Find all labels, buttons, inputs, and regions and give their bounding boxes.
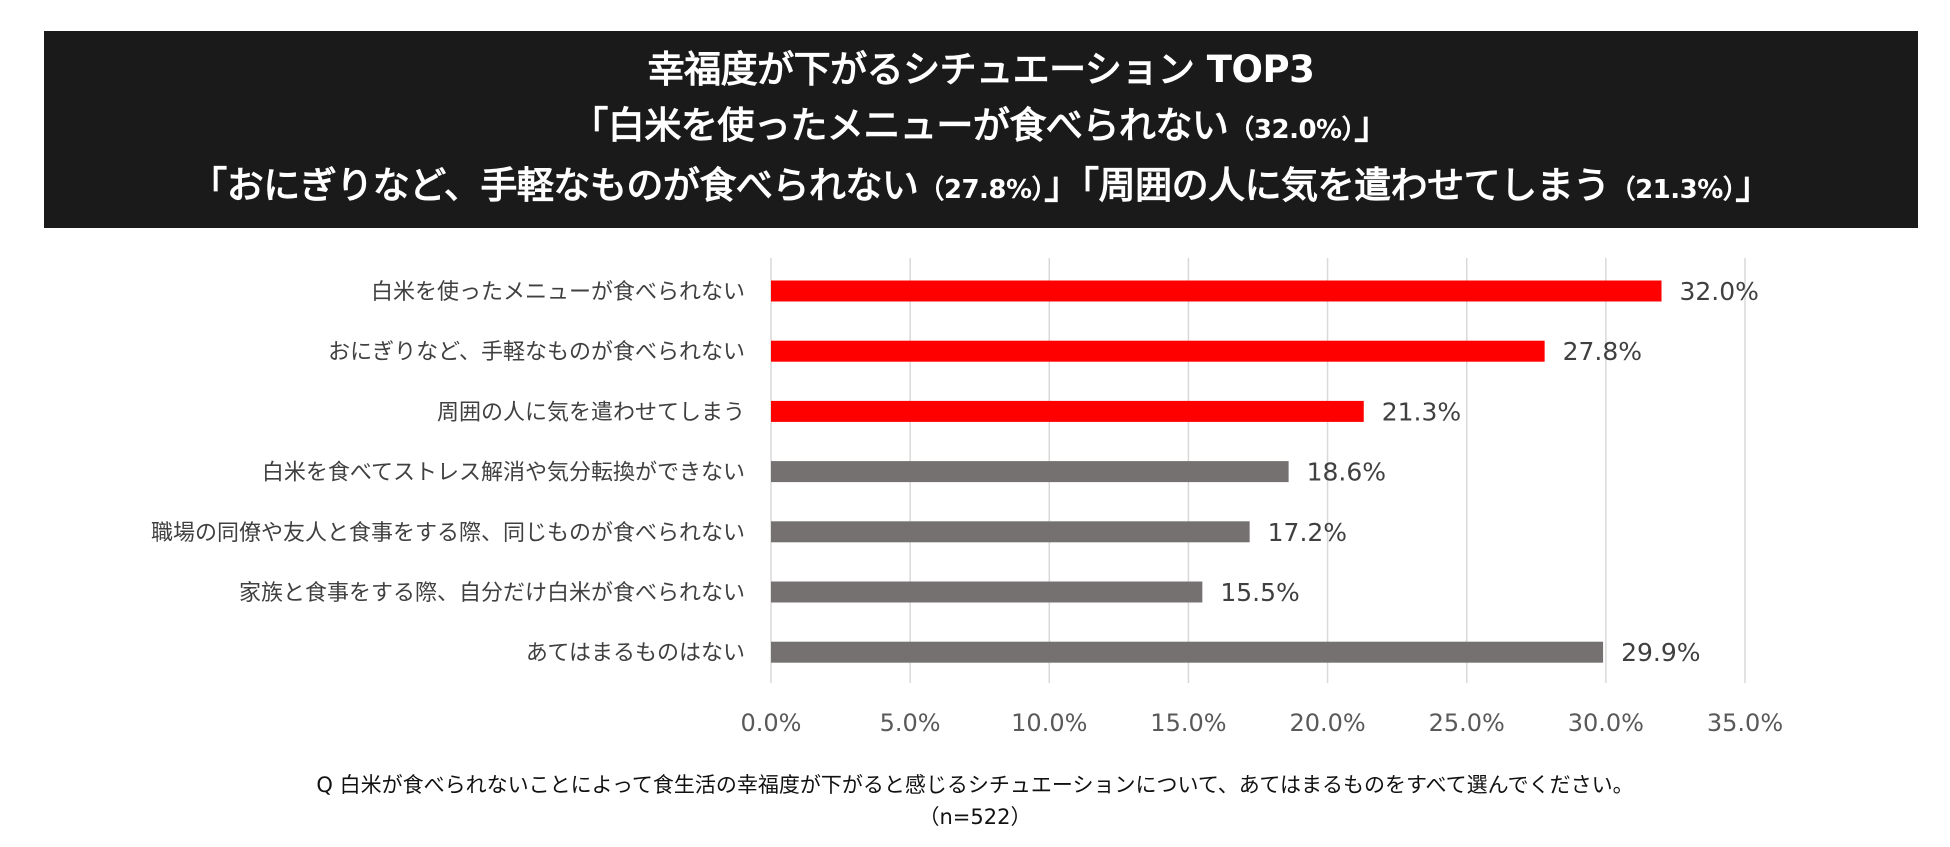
x-tick-label-5: 25.0% [1429,709,1505,737]
x-tick-label-2: 10.0% [1011,709,1087,737]
category-label-1: おにぎりなど、手軽なものが食べられない [328,340,745,365]
value-label-3: 18.6% [1307,458,1386,487]
value-label-0: 32.0% [1680,277,1759,306]
x-tick-label-6: 30.0% [1568,709,1644,737]
bar-1 [771,340,1545,362]
top3-close-bracket: 」 [1735,163,1772,207]
top2-close-bracket: 」 [1044,163,1081,207]
sample-size: （n=522） [918,805,1032,829]
value-label-1: 27.8% [1563,337,1642,366]
value-label-2: 21.3% [1382,397,1461,426]
value-label-5: 15.5% [1220,578,1299,607]
x-tick-label-1: 5.0% [880,709,941,737]
title-banner: 幸福度が下がるシチュエーション TOP3 「白米を使ったメニューが食べられない（… [44,31,1918,228]
top2-title: 「おにぎりなど、手軽なものが食べられない [190,163,919,207]
category-label-5: 家族と食事をする際、自分だけ白米が食べられない [239,581,745,606]
x-tick-label-0: 0.0% [741,709,802,737]
bar-2 [771,400,1364,422]
top3-percent: （21.3%） [1609,174,1736,205]
x-tick-label-4: 20.0% [1289,709,1365,737]
bar-6 [771,641,1604,663]
x-tick-label-7: 35.0% [1707,709,1783,737]
top1-close-bracket: 」 [1354,103,1391,147]
x-tick-label-3: 15.0% [1150,709,1226,737]
category-label-3: 白米を食べてストレス解消や気分転換ができない [262,461,745,486]
title-line-1: 幸福度が下がるシチュエーション TOP3 [648,47,1315,93]
title-line-2: 「白米を使ったメニューが食べられない（32.0%）」 [571,103,1391,153]
top1-title: 「白米を使ったメニューが食べられない [571,103,1229,147]
bar-3 [771,461,1289,483]
survey-question: Q 白米が食べられないことによって食生活の幸福度が下がると感じるシチュエーション… [316,773,1634,797]
bar-4 [771,521,1250,543]
title-main: 幸福度が下がるシチュエーション TOP3 [647,47,1315,91]
category-label-6: あてはまるものはない [526,641,745,666]
top1-percent: （32.0%） [1228,114,1355,145]
value-label-4: 17.2% [1268,518,1347,547]
top3-title: 「周囲の人に気を遣わせてしまう [1080,163,1611,207]
bar-0 [771,280,1662,302]
bar-chart: 0.0% 5.0% 10.0% 15.0% 20.0% 25.0% 30.0% 35.0% 白米… [151,258,1783,737]
title-line-3: 「おにぎりなど、手軽なものが食べられない（27.8%）」「周囲の人に気を遣わせて… [190,163,1772,213]
top2-percent: （27.8%） [918,174,1045,205]
category-label-4: 職場の同僚や友人と食事をする際、同じものが食べられない [151,521,745,546]
category-label-0: 白米を使ったメニューが食べられない [371,280,745,305]
value-label-6: 29.9% [1621,638,1700,667]
category-label-2: 周囲の人に気を遣わせてしまう [437,400,745,425]
bar-5 [771,581,1203,603]
